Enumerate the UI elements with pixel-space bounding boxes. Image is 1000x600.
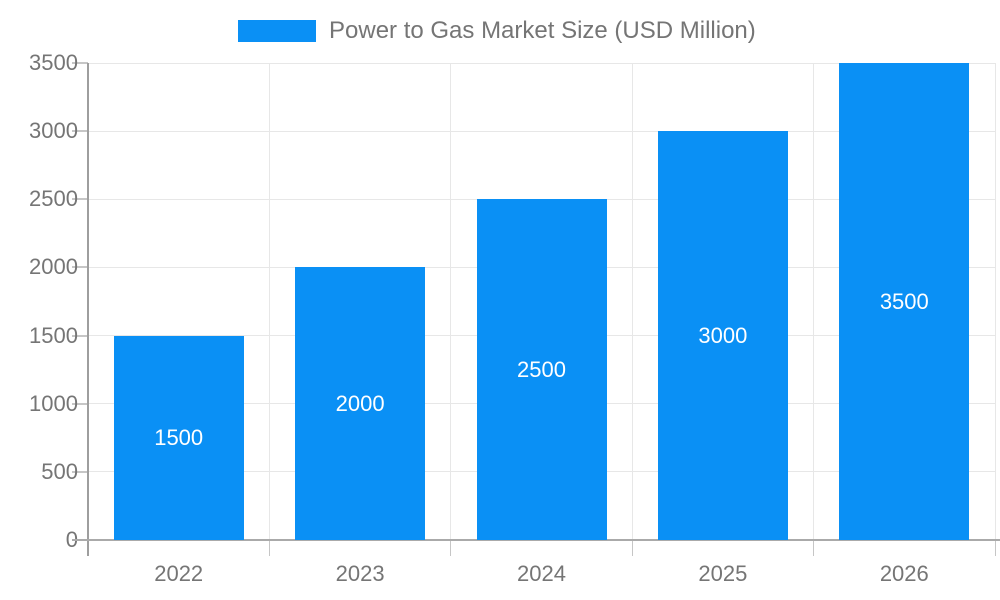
x-axis-tick: [813, 540, 815, 556]
x-axis-tick: [631, 540, 633, 556]
x-axis-label: 2024: [517, 561, 566, 586]
bar-value-label: 3500: [879, 288, 929, 314]
x-axis-label: 2026: [879, 561, 929, 586]
h-gridline: [88, 130, 995, 132]
x-axis-tick: [268, 540, 270, 556]
v-gridline: [631, 63, 633, 540]
x-axis-label: 2023: [335, 561, 385, 586]
x-axis-tick: [994, 540, 996, 556]
bar: [657, 131, 788, 540]
y-axis-tick: [72, 334, 88, 337]
v-gridline: [450, 63, 452, 540]
bar: [295, 267, 426, 540]
bar: [839, 63, 970, 540]
v-gridline: [813, 63, 815, 540]
bar-value-label: 3000: [698, 322, 748, 348]
legend: Power to Gas Market Size (USD Million): [238, 17, 756, 45]
y-axis-label: 2000: [29, 254, 78, 280]
y-axis-label: 0: [65, 527, 78, 552]
y-axis-tick: [72, 62, 88, 64]
legend-label: Power to Gas Market Size (USD Million): [329, 17, 756, 44]
x-axis-baseline: [72, 539, 1000, 541]
y-axis-tick: [72, 198, 88, 201]
v-gridline: [268, 63, 270, 540]
x-axis-label: 2022: [154, 561, 204, 586]
y-axis-line: [87, 63, 89, 556]
y-axis-label: 2500: [29, 186, 78, 212]
x-axis-label: 2025: [698, 561, 748, 586]
v-gridline: [994, 63, 996, 540]
y-axis-tick: [72, 402, 88, 405]
legend-swatch: [238, 20, 316, 42]
bar-value-label: 2000: [335, 390, 385, 416]
y-axis-label: 1000: [29, 390, 78, 416]
y-axis-label: 3500: [29, 50, 78, 75]
bar: [113, 335, 244, 540]
y-axis-label: 500: [41, 458, 78, 484]
y-axis-tick: [72, 470, 88, 473]
y-axis-label: 1500: [29, 322, 78, 348]
h-gridline: [88, 62, 995, 64]
y-axis-label: 3000: [29, 118, 78, 144]
x-axis-tick: [450, 540, 452, 556]
bar-value-label: 2500: [517, 356, 566, 382]
y-axis-tick: [72, 130, 88, 133]
y-axis-tick: [72, 266, 88, 269]
bar-value-label: 1500: [154, 424, 204, 450]
bar: [476, 199, 607, 540]
